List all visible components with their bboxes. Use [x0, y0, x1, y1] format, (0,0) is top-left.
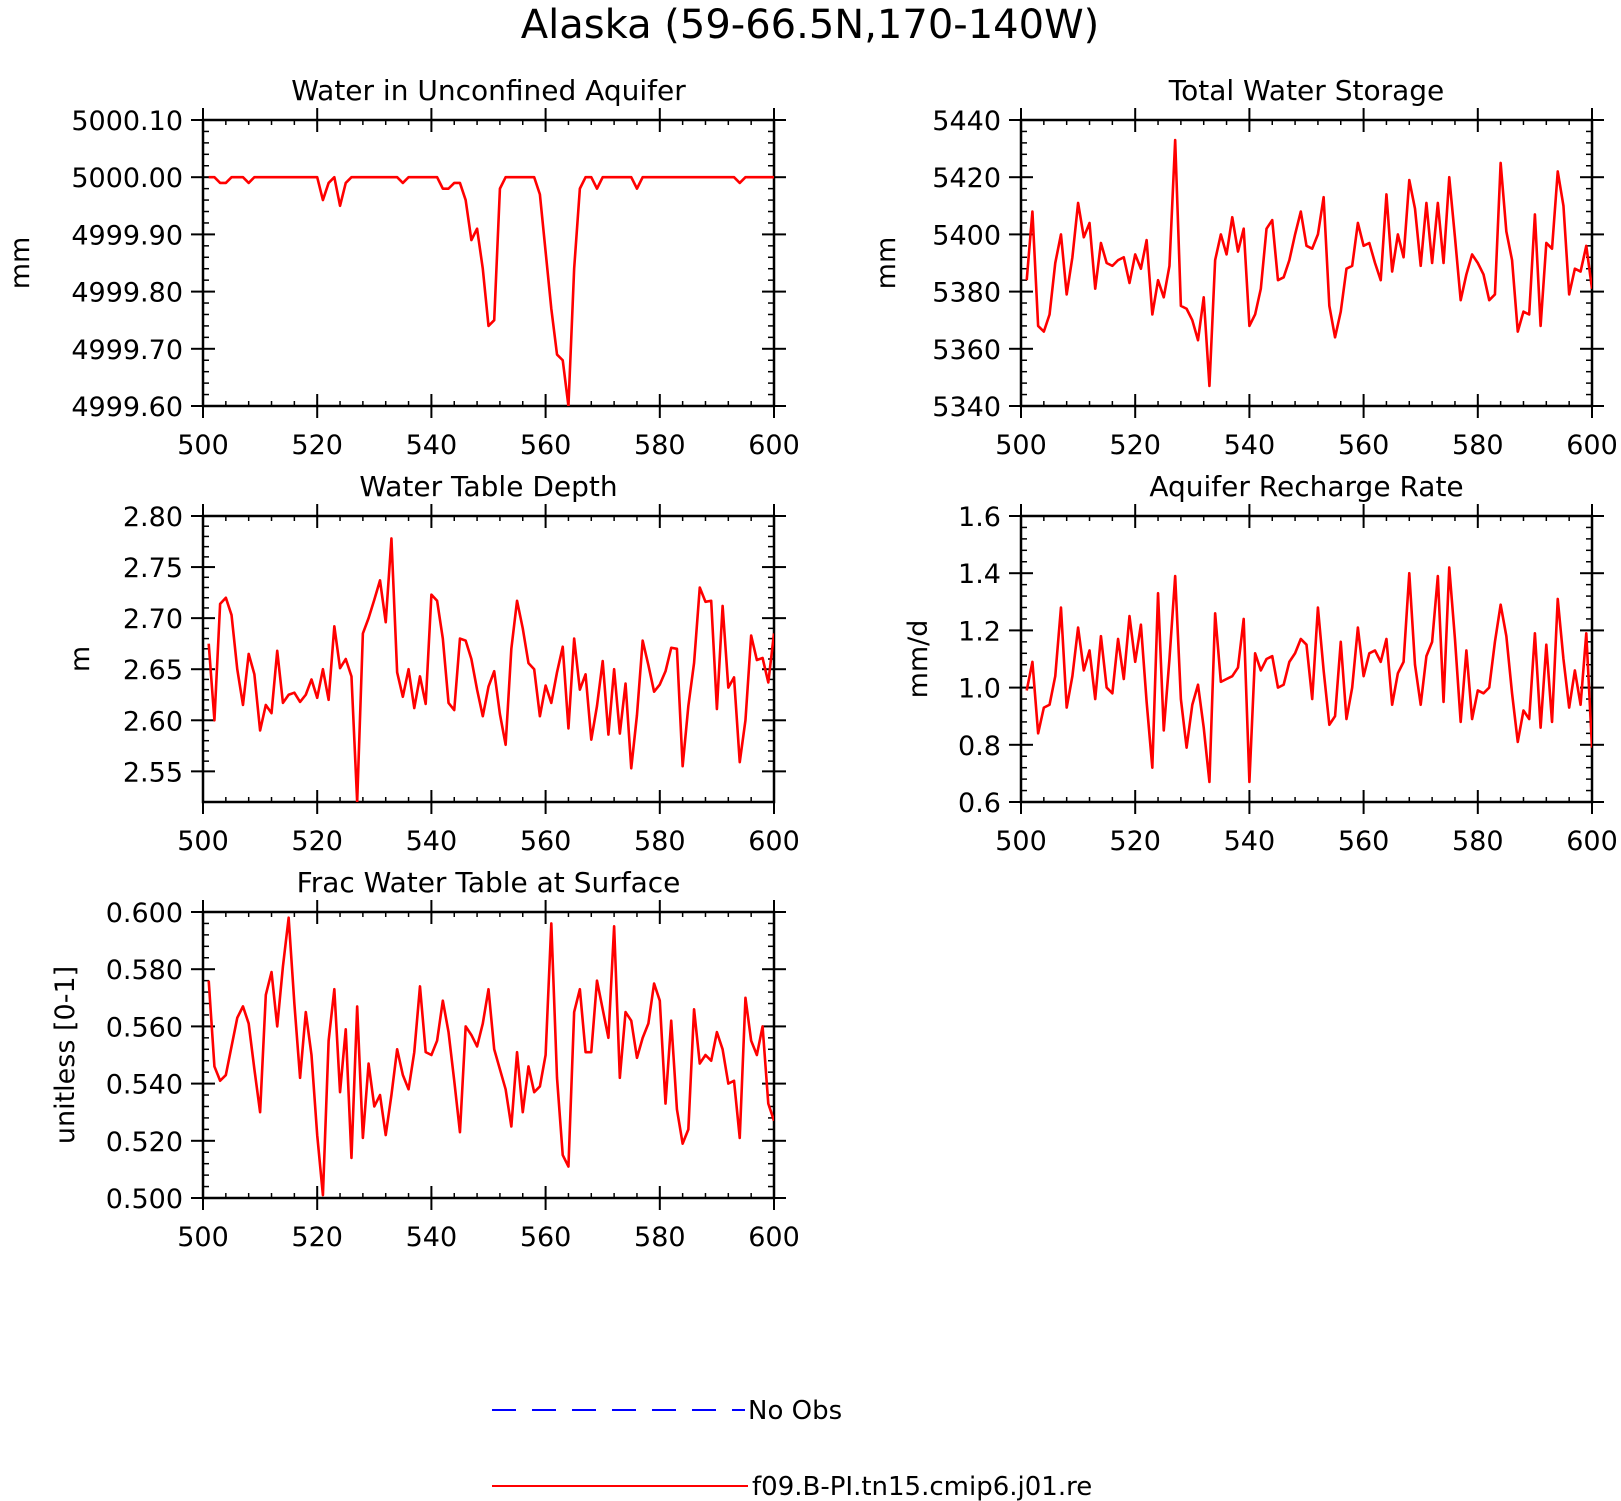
y-tick-label: 4999.80: [71, 278, 183, 309]
x-tick-label: 520: [291, 826, 343, 857]
series-line-1: [207, 916, 774, 1197]
y-tick-label: 1.0: [958, 674, 1001, 705]
chart-panel-2: Total Water Storage mm 500 520 540 560 580 600 5…: [871, 74, 1618, 461]
x-tick-label: 500: [995, 826, 1047, 857]
panel-title: Total Water Storage: [1168, 74, 1445, 107]
x-tick-label: 560: [520, 430, 572, 461]
y-tick-label: 0.560: [106, 1012, 183, 1043]
y-axis-label: mm: [871, 237, 902, 290]
legend-label-no-obs: No Obs: [748, 1396, 842, 1426]
y-tick-label: 2.75: [123, 553, 183, 584]
panel-title: Frac Water Table at Surface: [297, 866, 681, 899]
x-tick-label: 560: [520, 826, 572, 857]
x-tick-label: 540: [1224, 826, 1276, 857]
series-line-1: [207, 537, 774, 802]
x-tick-label: 580: [1452, 430, 1504, 461]
panel-title: Water in Unconfined Aquifer: [291, 74, 686, 107]
x-tick-label: 580: [634, 1222, 686, 1253]
plot-frame: [201, 514, 776, 804]
chart-panel-3: Water Table Depth m 500 520 540 560 580 600 2.55…: [65, 470, 800, 857]
panels: Water in Unconfined Aquifer mm 500 520 540 56…: [5, 74, 1618, 1253]
x-tick-label: 560: [1338, 430, 1390, 461]
figure-title: Alaska (59-66.5N,170-140W): [521, 2, 1099, 48]
x-tick-label: 520: [291, 1222, 343, 1253]
y-tick-label: 0.500: [106, 1184, 183, 1215]
x-tick-label: 580: [634, 430, 686, 461]
y-tick-label: 0.8: [958, 731, 1001, 762]
y-tick-label: 4999.90: [71, 220, 183, 251]
x-tick-label: 600: [748, 826, 800, 857]
y-tick-label: 5420: [932, 163, 1001, 194]
plot-frame: [201, 118, 776, 408]
chart-panel-4: Aquifer Recharge Rate mm/d 500 520 540 560 580…: [903, 470, 1618, 857]
x-tick-label: 500: [177, 430, 229, 461]
x-tick-label: 600: [1566, 430, 1618, 461]
y-tick-label: 1.4: [958, 559, 1001, 590]
y-tick-label: 0.520: [106, 1127, 183, 1158]
y-axis-label: unitless [0-1]: [50, 966, 81, 1144]
y-tick-label: 0.580: [106, 955, 183, 986]
y-tick-label: 5440: [932, 106, 1001, 137]
y-tick-label: 5380: [932, 278, 1001, 309]
y-axis-label: mm: [5, 237, 36, 290]
x-tick-label: 560: [1338, 826, 1390, 857]
y-tick-label: 2.65: [123, 655, 183, 686]
y-tick-label: 1.2: [958, 616, 1001, 647]
series-line-1: [1025, 138, 1592, 388]
x-tick-label: 500: [177, 826, 229, 857]
panel-title: Aquifer Recharge Rate: [1149, 470, 1463, 503]
x-tick-label: 560: [520, 1222, 572, 1253]
series-line-1: [208, 175, 774, 406]
plot-frame: [1019, 514, 1594, 804]
y-tick-label: 5340: [932, 392, 1001, 423]
legend: No Obs f09.B-PI.tn15.cmip6.j01.re: [492, 1396, 1092, 1501]
x-tick-label: 500: [995, 430, 1047, 461]
y-tick-label: 2.55: [123, 757, 183, 788]
legend-label-model: f09.B-PI.tn15.cmip6.j01.re: [752, 1472, 1092, 1501]
x-tick-label: 580: [1452, 826, 1504, 857]
y-tick-label: 5360: [932, 335, 1001, 366]
y-axis-label: m: [65, 646, 96, 672]
x-tick-label: 540: [1224, 430, 1276, 461]
y-tick-label: 2.60: [123, 706, 183, 737]
panel-title: Water Table Depth: [359, 470, 617, 503]
series-line-1: [1025, 566, 1592, 784]
x-tick-label: 520: [1109, 826, 1161, 857]
y-tick-label: 0.540: [106, 1070, 183, 1101]
x-tick-label: 600: [1566, 826, 1618, 857]
y-tick-label: 5000.00: [71, 163, 183, 194]
plot-frame: [201, 910, 776, 1200]
x-tick-label: 600: [748, 1222, 800, 1253]
y-tick-label: 0.6: [958, 788, 1001, 819]
y-tick-label: 0.600: [106, 898, 183, 929]
y-tick-label: 5000.10: [71, 106, 183, 137]
x-tick-label: 520: [1109, 430, 1161, 461]
x-tick-label: 540: [406, 1222, 458, 1253]
y-tick-label: 4999.70: [71, 335, 183, 366]
y-tick-label: 2.70: [123, 604, 183, 635]
plot-frame: [1019, 118, 1594, 408]
y-axis-label: mm/d: [903, 620, 934, 699]
chart-panel-5: Frac Water Table at Surface unitless [0-1…: [50, 866, 800, 1253]
x-tick-label: 580: [634, 826, 686, 857]
x-tick-label: 520: [291, 430, 343, 461]
chart-panel-1: Water in Unconfined Aquifer mm 500 520 540 56…: [5, 74, 800, 461]
x-tick-label: 600: [748, 430, 800, 461]
y-tick-label: 4999.60: [71, 392, 183, 423]
x-tick-label: 500: [177, 1222, 229, 1253]
y-tick-label: 5400: [932, 220, 1001, 251]
x-tick-label: 540: [406, 826, 458, 857]
y-tick-label: 2.80: [123, 502, 183, 533]
x-tick-label: 540: [406, 430, 458, 461]
y-tick-label: 1.6: [958, 502, 1001, 533]
